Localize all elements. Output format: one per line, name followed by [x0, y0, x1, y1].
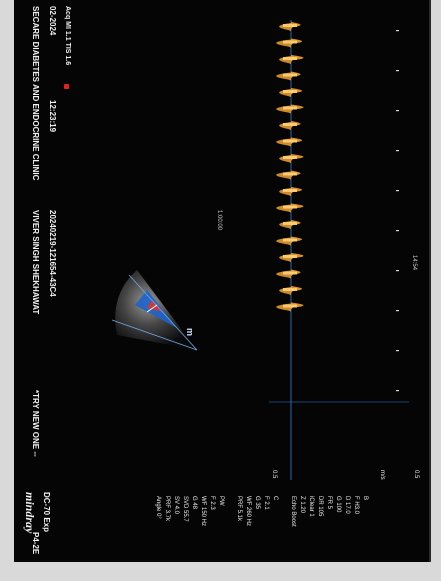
rotated-display: SECARE DIABETES AND ENDOCRINE CLINIC VIV…: [14, 0, 429, 562]
doppler-beat: [279, 253, 304, 262]
doppler-beat: [279, 154, 304, 163]
time-tick: [396, 310, 399, 312]
doppler-beat: [279, 55, 304, 64]
doppler-beat: [279, 220, 301, 229]
doppler-beat: [276, 104, 304, 114]
doppler-beat: [279, 22, 301, 31]
ultrasound-screen: SECARE DIABETES AND ENDOCRINE CLINIC VIV…: [14, 0, 431, 562]
time-tick: [396, 350, 399, 352]
time-tick: [396, 390, 399, 392]
time-tick: [396, 190, 399, 192]
svg-text:m: m: [185, 328, 195, 336]
time-tick: [396, 30, 399, 32]
sweep-time: 14:54: [411, 255, 417, 271]
time-tick: [396, 270, 399, 272]
scale-top: 0.5: [271, 470, 277, 479]
scale-bottom: 0.5: [413, 470, 419, 479]
doppler-beat: [279, 286, 302, 295]
doppler-beat: [276, 38, 302, 48]
time-tick: [396, 150, 399, 152]
doppler-beat: [276, 203, 304, 213]
sector-image: m: [111, 270, 198, 351]
scale-unit: m/s: [379, 470, 385, 480]
doppler-beat: [276, 236, 302, 246]
doppler-beat: [279, 121, 301, 130]
doppler-beat: [276, 302, 304, 312]
doppler-beat: [276, 137, 302, 147]
doppler-spectrum: [269, 20, 409, 480]
doppler-beat: [276, 170, 301, 180]
time-tick: [396, 230, 399, 232]
doppler-beat: [279, 187, 302, 196]
doppler-beat: [279, 88, 302, 97]
doppler-beat: [276, 71, 301, 81]
doppler-beat: [276, 269, 301, 279]
time-tick: [396, 110, 399, 112]
time-tick: [396, 70, 399, 72]
